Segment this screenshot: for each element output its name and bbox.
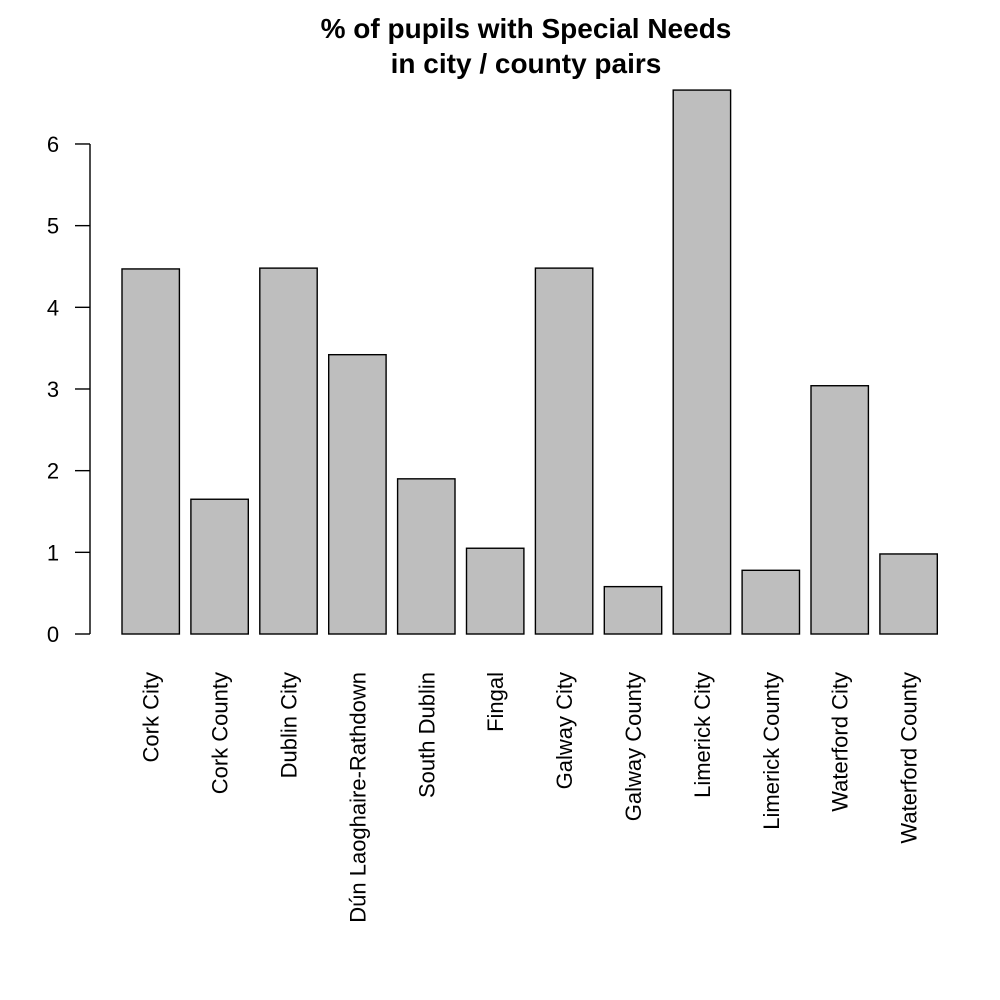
x-category-label: Cork County — [208, 672, 233, 794]
x-category-label: Cork City — [139, 672, 164, 762]
bar-cork-county — [190, 498, 249, 635]
bar-limerick-city — [672, 89, 732, 635]
y-tick-label: 6 — [47, 132, 59, 157]
chart-title-line-2: in city / county pairs — [391, 48, 662, 79]
x-axis-labels: Cork City Cork County Dublin City Dún Laogh… — [139, 672, 922, 923]
bar-limerick-county — [741, 569, 801, 635]
bar-south-dublin — [396, 478, 456, 635]
bar-waterford-city — [810, 385, 870, 635]
y-tick-label: 3 — [47, 377, 59, 402]
y-axis: 0 1 2 3 4 5 6 — [47, 132, 91, 647]
bar-cork-city — [121, 268, 181, 635]
y-tick-label: 5 — [47, 214, 59, 239]
x-category-label: Dublin City — [277, 672, 302, 778]
y-tick-label: 0 — [47, 622, 59, 647]
chart-title: % of pupils with Special Needs in city / … — [321, 13, 732, 79]
x-category-label: Galway City — [552, 672, 577, 789]
x-category-label: Galway County — [621, 672, 646, 821]
x-category-label: Fingal — [483, 672, 508, 732]
bar-d-n-laoghaire-rathdown — [328, 353, 387, 635]
chart-title-line-1: % of pupils with Special Needs — [321, 13, 732, 44]
x-category-label: South Dublin — [414, 672, 439, 798]
y-tick-label: 2 — [47, 459, 59, 484]
x-category-label: Waterford City — [828, 672, 853, 812]
bar-galway-city — [534, 267, 594, 635]
bar-fingal — [465, 547, 525, 635]
y-tick-label: 1 — [47, 540, 59, 565]
x-category-label: Limerick City — [690, 672, 715, 798]
x-category-label: Dún Laoghaire-Rathdown — [345, 672, 370, 923]
bar-dublin-city — [259, 267, 318, 635]
x-category-label: Waterford County — [897, 672, 922, 844]
x-category-label: Limerick County — [759, 672, 784, 830]
bar-galway-county — [603, 585, 663, 635]
y-tick-label: 4 — [47, 295, 59, 320]
bars — [121, 89, 939, 635]
bar-waterford-county — [879, 553, 939, 635]
